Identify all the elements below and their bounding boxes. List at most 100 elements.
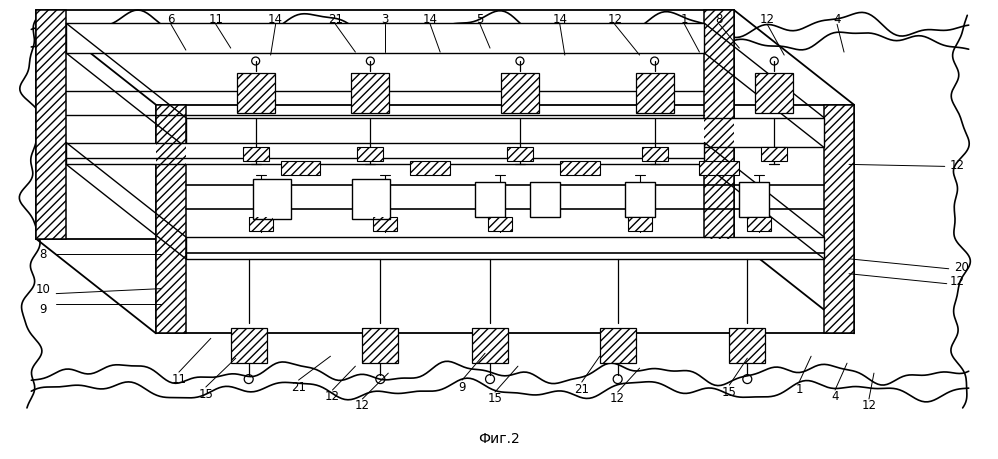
Text: 4: 4 [833, 13, 840, 26]
Text: 1: 1 [795, 382, 803, 395]
Text: Фиг.2: Фиг.2 [478, 431, 520, 445]
Bar [362, 329, 398, 364]
Text: 9: 9 [40, 302, 47, 315]
Bar [748, 218, 771, 231]
Bar [352, 180, 390, 219]
Bar [231, 329, 266, 364]
Bar [249, 218, 272, 231]
Bar [501, 74, 539, 113]
Bar [472, 329, 508, 364]
Bar [560, 162, 600, 176]
Bar [507, 148, 533, 162]
Bar [36, 11, 66, 240]
Bar [252, 180, 290, 219]
Text: 12: 12 [759, 13, 774, 26]
Text: 12: 12 [607, 13, 622, 26]
Bar [755, 74, 793, 113]
Bar [472, 329, 508, 364]
Bar [705, 11, 735, 240]
Bar [373, 218, 397, 231]
Text: 14: 14 [552, 13, 567, 26]
Bar [705, 11, 735, 240]
Bar [700, 162, 740, 176]
Bar [357, 148, 383, 162]
Bar [280, 162, 320, 176]
Text: 14: 14 [268, 13, 283, 26]
Bar [66, 24, 705, 54]
Bar [628, 218, 652, 231]
Text: 12: 12 [861, 398, 876, 412]
Bar [824, 106, 854, 334]
Bar [488, 218, 512, 231]
Text: 15: 15 [722, 385, 737, 397]
Bar [642, 148, 668, 162]
Bar [642, 148, 668, 162]
Bar [636, 74, 674, 113]
Bar [748, 218, 771, 231]
Text: 12: 12 [325, 390, 340, 403]
Bar [66, 143, 705, 165]
Bar [351, 74, 389, 113]
Bar [761, 148, 787, 162]
Bar [237, 74, 274, 113]
Text: 21: 21 [574, 382, 589, 395]
Bar [186, 118, 824, 148]
Bar [730, 329, 765, 364]
Bar [488, 218, 512, 231]
Bar [355, 183, 385, 218]
Bar [560, 162, 600, 176]
Text: 8: 8 [716, 13, 724, 26]
Bar [625, 183, 655, 218]
Bar [237, 74, 274, 113]
Text: 20: 20 [954, 261, 969, 274]
Bar [362, 329, 398, 364]
Bar [243, 148, 268, 162]
Bar [824, 106, 854, 334]
Bar [700, 162, 740, 176]
Text: 3: 3 [381, 13, 389, 26]
Bar [628, 218, 652, 231]
Text: 5: 5 [476, 13, 484, 26]
Bar [740, 183, 769, 218]
Bar [410, 162, 450, 176]
Bar [156, 106, 186, 334]
Bar [600, 329, 636, 364]
Bar [156, 106, 186, 334]
Bar [507, 148, 533, 162]
Bar [357, 148, 383, 162]
Bar [186, 237, 824, 259]
Bar [280, 162, 320, 176]
Text: 12: 12 [949, 158, 964, 172]
Bar [730, 329, 765, 364]
Text: 12: 12 [610, 392, 625, 404]
Text: 6: 6 [168, 13, 175, 26]
Bar [231, 329, 266, 364]
Text: 15: 15 [488, 392, 502, 404]
Text: 21: 21 [291, 380, 306, 393]
Bar [410, 162, 450, 176]
Bar [373, 218, 397, 231]
Text: 8: 8 [40, 248, 47, 261]
Bar [636, 74, 674, 113]
Bar [475, 183, 505, 218]
Text: 1: 1 [681, 13, 689, 26]
Text: 4: 4 [831, 390, 838, 403]
Bar [36, 11, 66, 240]
Text: 11: 11 [209, 13, 224, 26]
Text: 21: 21 [328, 13, 343, 26]
Bar [249, 218, 272, 231]
Bar [755, 74, 793, 113]
Text: 15: 15 [199, 386, 214, 400]
Bar [530, 183, 560, 218]
Text: 12: 12 [949, 274, 964, 287]
Text: 12: 12 [355, 398, 370, 412]
Bar [600, 329, 636, 364]
Bar [255, 183, 285, 218]
Bar [351, 74, 389, 113]
Bar [501, 74, 539, 113]
Text: 10: 10 [36, 283, 51, 296]
Text: 9: 9 [458, 380, 466, 393]
Text: 11: 11 [172, 372, 187, 385]
Bar [761, 148, 787, 162]
Text: 14: 14 [423, 13, 438, 26]
